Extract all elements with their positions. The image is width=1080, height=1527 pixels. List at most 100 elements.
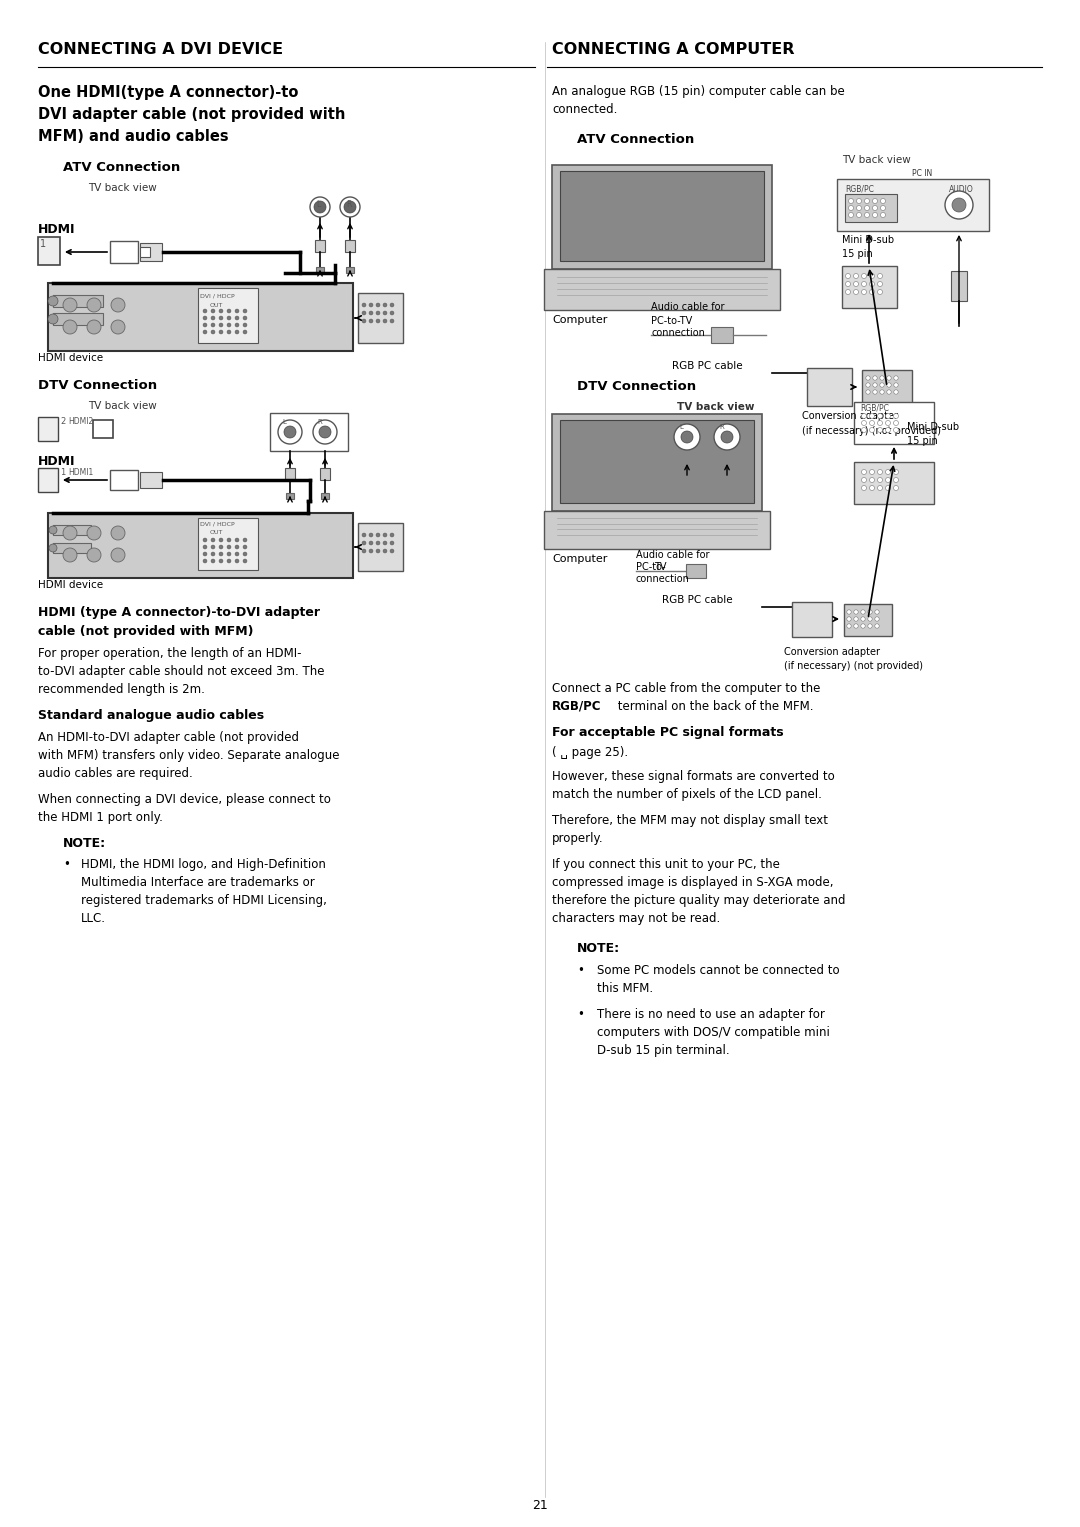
Circle shape [362,319,366,324]
Circle shape [227,330,231,334]
Circle shape [235,551,239,556]
Text: CONNECTING A DVI DEVICE: CONNECTING A DVI DEVICE [38,43,283,56]
Circle shape [235,559,239,563]
Bar [711,327,733,344]
Circle shape [219,551,222,556]
Text: OUT: OUT [210,302,224,308]
Text: AUDIO: AUDIO [949,185,974,194]
Circle shape [376,541,380,545]
Circle shape [853,281,859,287]
Text: connection: connection [636,574,690,583]
Text: OUT: OUT [210,530,224,534]
Text: registered trademarks of HDMI Licensing,: registered trademarks of HDMI Licensing, [81,893,327,907]
Circle shape [866,389,870,394]
Circle shape [48,315,58,324]
Bar [837,179,989,231]
Text: One HDMI(type A connector)-to: One HDMI(type A connector)-to [38,86,298,99]
Circle shape [362,541,366,545]
Circle shape [862,478,866,483]
Text: (if necessary) (not provided): (if necessary) (not provided) [784,661,923,670]
Circle shape [243,559,247,563]
Circle shape [869,290,875,295]
Circle shape [880,389,885,394]
Circle shape [869,469,875,475]
Circle shape [862,469,866,475]
Circle shape [866,383,870,388]
Bar [38,417,58,441]
Text: TV back view: TV back view [87,402,157,411]
Text: For proper operation, the length of an HDMI-: For proper operation, the length of an H… [38,647,301,660]
Text: D-sub 15 pin terminal.: D-sub 15 pin terminal. [597,1044,730,1057]
Circle shape [203,308,207,313]
Circle shape [868,625,873,628]
Circle shape [878,414,882,418]
Circle shape [243,545,247,550]
Text: NOTE:: NOTE: [577,942,620,954]
Circle shape [219,559,222,563]
Circle shape [219,330,222,334]
Circle shape [887,389,891,394]
Text: 15 pin: 15 pin [842,249,873,260]
Circle shape [862,290,866,295]
Circle shape [873,212,878,217]
Text: An HDMI-to-DVI adapter cable (not provided: An HDMI-to-DVI adapter cable (not provid… [38,731,299,744]
Circle shape [383,550,387,553]
Circle shape [383,541,387,545]
Text: DVI adapter cable (not provided with: DVI adapter cable (not provided with [38,107,346,122]
Circle shape [211,559,215,563]
Circle shape [390,312,394,315]
Bar [686,563,706,579]
Circle shape [203,324,207,327]
Text: terminal on the back of the MFM.: terminal on the back of the MFM. [615,699,813,713]
Bar [854,463,934,504]
Text: L: L [316,200,321,209]
Circle shape [854,617,859,621]
Text: Connect a PC cable from the computer to the: Connect a PC cable from the computer to … [552,683,821,695]
Circle shape [880,376,885,380]
Circle shape [864,206,869,211]
Bar [316,267,324,273]
Circle shape [310,197,330,217]
Circle shape [880,383,885,388]
Circle shape [376,550,380,553]
Circle shape [362,533,366,538]
Text: Audio cable for: Audio cable for [636,550,710,560]
Circle shape [111,298,125,312]
Circle shape [862,420,866,426]
Text: Conversion adapter: Conversion adapter [784,647,880,657]
Circle shape [846,281,851,287]
Circle shape [893,414,899,418]
Bar [53,525,91,534]
Circle shape [847,625,851,628]
Text: HDMI2: HDMI2 [68,417,93,426]
Text: Standard analogue audio cables: Standard analogue audio cables [38,709,265,722]
Circle shape [878,478,882,483]
Circle shape [369,319,373,324]
Circle shape [203,316,207,321]
Circle shape [390,319,394,324]
Circle shape [87,298,102,312]
Circle shape [48,296,58,305]
Circle shape [203,559,207,563]
Circle shape [314,202,326,212]
Circle shape [854,609,859,614]
Bar [53,295,103,307]
Text: Audio cable for: Audio cable for [651,302,725,312]
Circle shape [369,302,373,307]
Circle shape [227,559,231,563]
Text: •: • [577,964,584,977]
Circle shape [862,273,866,278]
Circle shape [875,617,879,621]
Text: connected.: connected. [552,102,618,116]
Circle shape [340,197,360,217]
Bar [53,544,91,553]
Circle shape [219,545,222,550]
Text: Mini D-sub: Mini D-sub [907,421,959,432]
Circle shape [893,486,899,490]
Circle shape [873,206,878,211]
Circle shape [243,308,247,313]
Circle shape [856,212,862,217]
Bar [672,415,752,458]
Circle shape [219,324,222,327]
Bar [93,420,113,438]
